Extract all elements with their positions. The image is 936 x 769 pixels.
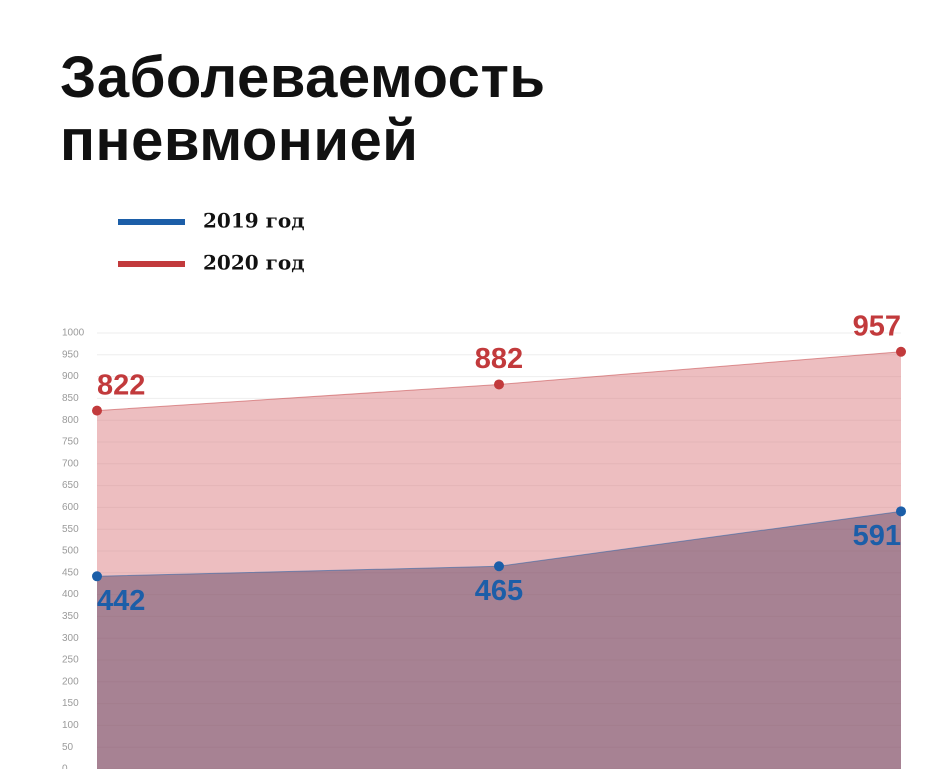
y-tick-label: 250 xyxy=(62,655,79,666)
chart-title: Заболеваемость пневмонией xyxy=(60,45,546,173)
data-label: 442 xyxy=(97,585,145,617)
y-tick-label: 750 xyxy=(62,437,79,448)
data-label: 957 xyxy=(853,310,901,342)
y-tick-label: 800 xyxy=(62,415,79,426)
y-tick-label: 500 xyxy=(62,546,79,557)
y-tick-label: 300 xyxy=(62,633,79,644)
y-tick-label: 850 xyxy=(62,393,79,404)
y-tick-label: 700 xyxy=(62,458,79,469)
y-tick-label: 400 xyxy=(62,589,79,600)
y-tick-label: 200 xyxy=(62,676,79,687)
y-tick-label: 100 xyxy=(62,720,79,731)
y-tick-label: 150 xyxy=(62,698,79,709)
y-tick-label: 450 xyxy=(62,567,79,578)
y-tick-label: 950 xyxy=(62,349,79,360)
point xyxy=(896,346,906,357)
legend-label: 2020 год xyxy=(203,251,305,275)
data-label: 822 xyxy=(97,369,145,401)
y-tick-label: 650 xyxy=(62,480,79,491)
y-tick-label: 50 xyxy=(62,742,74,753)
y-tick-label: 550 xyxy=(62,524,79,535)
y-tick-label: 1000 xyxy=(62,328,85,339)
y-tick-label: 0 xyxy=(62,764,68,769)
area xyxy=(97,511,901,769)
point xyxy=(92,405,102,416)
data-label: 591 xyxy=(853,520,901,552)
point xyxy=(494,379,504,390)
y-tick-label: 350 xyxy=(62,611,79,622)
y-tick-label: 900 xyxy=(62,371,79,382)
point xyxy=(494,561,504,572)
point xyxy=(92,571,102,582)
data-label: 882 xyxy=(475,343,523,375)
legend-label: 2019 год xyxy=(203,209,305,233)
data-label: 465 xyxy=(475,575,523,607)
y-tick-label: 600 xyxy=(62,502,79,513)
point xyxy=(896,506,906,517)
